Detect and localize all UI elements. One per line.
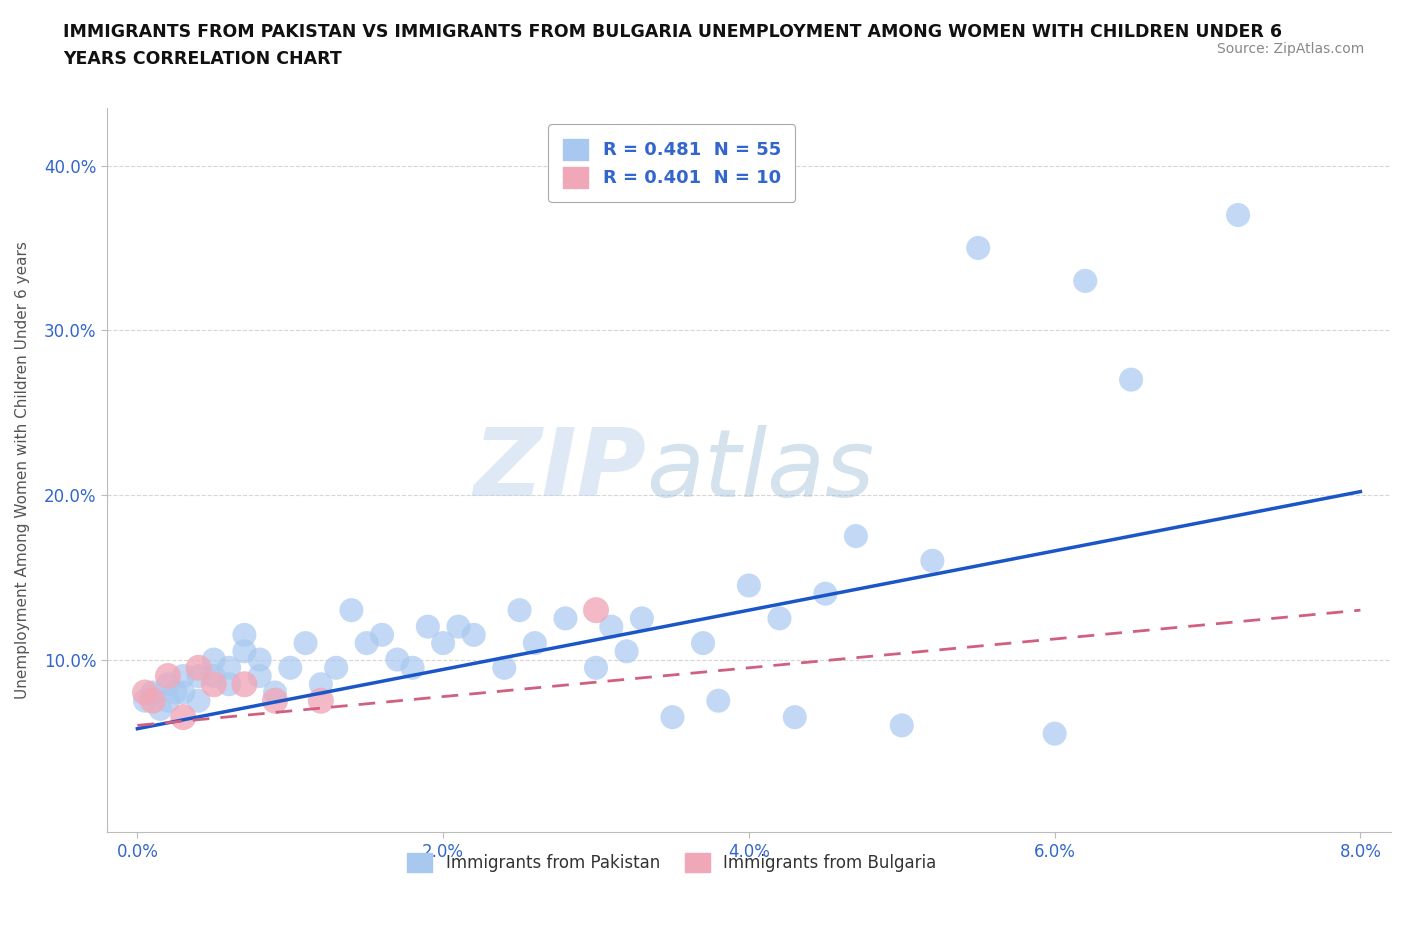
Point [233, 628, 256, 643]
Point [1043, 726, 1066, 741]
Point [134, 685, 156, 700]
Point [187, 660, 209, 675]
Point [233, 644, 256, 658]
Point [692, 635, 714, 650]
Point [172, 669, 194, 684]
Point [661, 710, 683, 724]
Point [325, 660, 347, 675]
Point [401, 660, 423, 675]
Point [845, 528, 868, 543]
Point [463, 628, 485, 643]
Point [149, 701, 172, 716]
Point [768, 611, 790, 626]
Point [172, 685, 194, 700]
Point [218, 660, 240, 675]
Point [707, 693, 730, 708]
Point [233, 677, 256, 692]
Point [156, 669, 179, 684]
Text: IMMIGRANTS FROM PAKISTAN VS IMMIGRANTS FROM BULGARIA UNEMPLOYMENT AMONG WOMEN WI: IMMIGRANTS FROM PAKISTAN VS IMMIGRANTS F… [63, 23, 1282, 68]
Point [600, 619, 623, 634]
Point [509, 603, 531, 618]
Point [202, 652, 225, 667]
Point [309, 677, 332, 692]
Point [187, 693, 209, 708]
Legend: Immigrants from Pakistan, Immigrants from Bulgaria: Immigrants from Pakistan, Immigrants fro… [401, 846, 943, 879]
Point [1074, 273, 1097, 288]
Point [447, 619, 470, 634]
Point [585, 603, 607, 618]
Text: ZIP: ZIP [474, 424, 647, 516]
Point [172, 710, 194, 724]
Point [264, 693, 287, 708]
Point [134, 693, 156, 708]
Point [309, 693, 332, 708]
Point [523, 635, 546, 650]
Point [1227, 207, 1250, 222]
Point [554, 611, 576, 626]
Point [494, 660, 516, 675]
Point [218, 677, 240, 692]
Text: Source: ZipAtlas.com: Source: ZipAtlas.com [1216, 42, 1364, 56]
Point [142, 685, 165, 700]
Y-axis label: Unemployment Among Women with Children Under 6 years: Unemployment Among Women with Children U… [15, 241, 30, 699]
Text: atlas: atlas [647, 425, 875, 516]
Point [585, 660, 607, 675]
Point [890, 718, 912, 733]
Point [142, 693, 165, 708]
Point [202, 677, 225, 692]
Point [387, 652, 409, 667]
Point [356, 635, 378, 650]
Point [416, 619, 439, 634]
Point [921, 553, 943, 568]
Point [783, 710, 806, 724]
Point [249, 652, 271, 667]
Point [814, 586, 837, 601]
Point [371, 628, 394, 643]
Point [202, 669, 225, 684]
Point [631, 611, 654, 626]
Point [340, 603, 363, 618]
Point [156, 693, 179, 708]
Point [187, 669, 209, 684]
Point [278, 660, 301, 675]
Point [264, 685, 287, 700]
Point [249, 669, 271, 684]
Point [1119, 372, 1142, 387]
Point [616, 644, 638, 658]
Point [165, 685, 187, 700]
Point [294, 635, 316, 650]
Point [967, 241, 990, 256]
Point [432, 635, 454, 650]
Point [156, 677, 179, 692]
Point [738, 578, 761, 593]
